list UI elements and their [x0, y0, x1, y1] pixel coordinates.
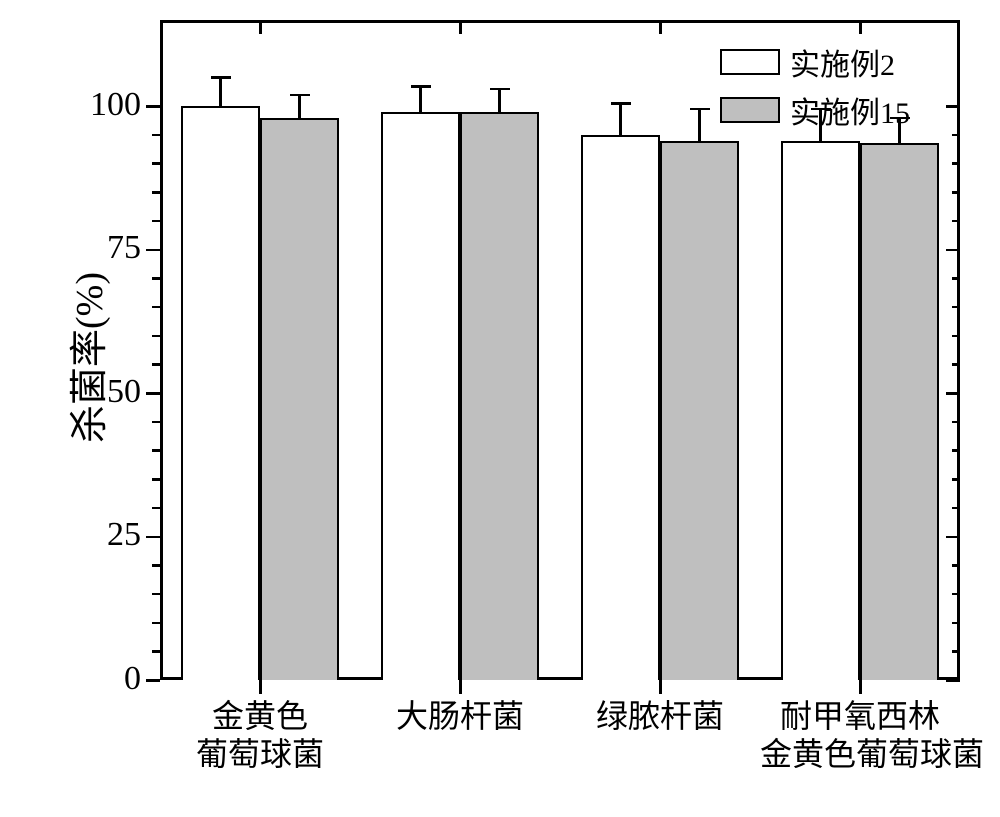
- y-tick-label: 0: [75, 660, 141, 698]
- y-tick-minor: [152, 449, 160, 452]
- y-tick-inner: [952, 162, 960, 165]
- bar: [781, 141, 860, 680]
- error-cap: [690, 108, 710, 111]
- error-cap: [890, 117, 910, 120]
- y-tick-minor: [152, 593, 160, 596]
- y-tick-inner: [952, 507, 960, 510]
- x-tick-label: 大肠杆菌: [360, 698, 560, 736]
- y-tick-inner: [952, 134, 960, 137]
- y-tick-label: 100: [75, 86, 141, 124]
- error-cap: [611, 102, 631, 105]
- y-tick-minor: [152, 191, 160, 194]
- y-tick-minor: [152, 650, 160, 653]
- error-bar: [619, 103, 622, 135]
- y-tick-minor: [152, 335, 160, 338]
- y-tick-major: [146, 249, 160, 252]
- error-cap: [211, 76, 231, 79]
- y-tick-minor: [152, 220, 160, 223]
- y-tick-inner: [952, 478, 960, 481]
- x-tick-inner: [859, 20, 862, 34]
- x-tick: [259, 680, 262, 694]
- bar: [460, 112, 539, 680]
- y-tick-inner: [952, 363, 960, 366]
- legend-label: 实施例2: [790, 40, 895, 84]
- error-cap: [490, 88, 510, 91]
- y-tick-minor: [152, 363, 160, 366]
- legend-swatch: [720, 49, 780, 75]
- y-tick-major: [146, 679, 160, 682]
- y-tick-inner: [952, 335, 960, 338]
- y-tick-major: [146, 536, 160, 539]
- x-tick: [659, 680, 662, 694]
- bar: [660, 141, 739, 680]
- y-tick-inner: [952, 421, 960, 424]
- y-tick-minor: [152, 421, 160, 424]
- y-tick-inner: [952, 220, 960, 223]
- error-bar: [498, 89, 501, 112]
- x-tick: [459, 680, 462, 694]
- legend-swatch: [720, 97, 780, 123]
- x-tick-label: 金黄色 葡萄球菌: [160, 698, 360, 774]
- x-tick-label: 绿脓杆菌: [560, 698, 760, 736]
- x-tick: [859, 680, 862, 694]
- y-tick-inner: [946, 249, 960, 252]
- legend-label: 实施例15: [790, 88, 910, 132]
- x-tick-inner: [659, 20, 662, 34]
- error-bar: [698, 109, 701, 141]
- legend: 实施例2实施例15: [720, 36, 910, 136]
- y-tick-inner: [946, 392, 960, 395]
- y-tick-inner: [946, 105, 960, 108]
- y-tick-minor: [152, 306, 160, 309]
- y-tick-inner: [952, 593, 960, 596]
- bar-chart: 杀菌率(%) 实施例2实施例15 0 25 50 75 100 金黄色 葡萄球菌大肠杆菌绿…: [0, 0, 1000, 817]
- y-tick-inner: [946, 679, 960, 682]
- y-tick-minor: [152, 507, 160, 510]
- error-bar: [819, 109, 822, 141]
- y-tick-inner: [952, 306, 960, 309]
- y-tick-minor: [152, 134, 160, 137]
- error-bar: [219, 77, 222, 106]
- error-cap: [290, 94, 310, 97]
- bar: [181, 106, 260, 680]
- error-bar: [419, 86, 422, 112]
- y-tick-inner: [952, 449, 960, 452]
- bar: [581, 135, 660, 680]
- y-tick-minor: [152, 622, 160, 625]
- y-axis-label: 杀菌率(%): [58, 272, 113, 443]
- error-bar: [898, 118, 901, 144]
- y-tick-minor: [152, 564, 160, 567]
- y-tick-inner: [952, 564, 960, 567]
- y-tick-inner: [952, 622, 960, 625]
- error-cap: [811, 108, 831, 111]
- y-tick-inner: [946, 536, 960, 539]
- x-tick-label: 耐甲氧西林 金黄色葡萄球菌: [760, 698, 960, 774]
- y-tick-minor: [152, 277, 160, 280]
- error-bar: [298, 95, 301, 118]
- y-tick-major: [146, 392, 160, 395]
- y-tick-inner: [952, 191, 960, 194]
- y-tick-label: 50: [75, 373, 141, 411]
- y-tick-inner: [952, 650, 960, 653]
- bar: [260, 118, 339, 680]
- bar: [381, 112, 460, 680]
- y-tick-minor: [152, 162, 160, 165]
- y-tick-inner: [952, 277, 960, 280]
- bar: [860, 143, 939, 680]
- y-tick-minor: [152, 478, 160, 481]
- y-tick-label: 75: [75, 229, 141, 267]
- y-tick-label: 25: [75, 516, 141, 554]
- error-cap: [411, 85, 431, 88]
- x-tick-inner: [459, 20, 462, 34]
- y-tick-major: [146, 105, 160, 108]
- legend-item: 实施例2: [720, 40, 910, 84]
- x-tick-inner: [259, 20, 262, 34]
